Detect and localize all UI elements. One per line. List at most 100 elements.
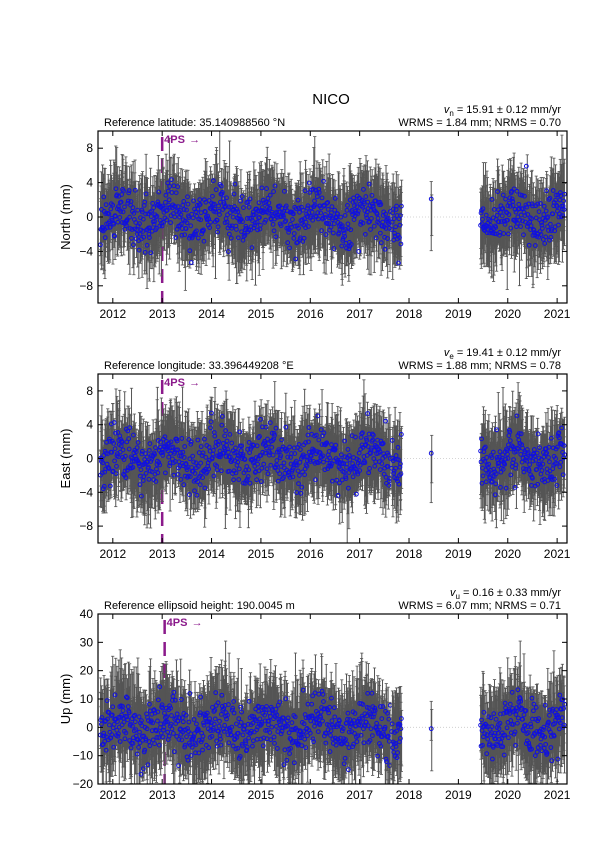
data-point [106, 211, 112, 217]
data-point [128, 199, 134, 204]
data-point [119, 192, 125, 197]
data-point [348, 242, 354, 247]
data-point [101, 194, 107, 200]
data-point [156, 189, 162, 195]
data-point [111, 221, 117, 227]
data-point [115, 204, 121, 209]
data-point [172, 214, 178, 220]
data-point [301, 235, 307, 241]
data-point [184, 207, 189, 213]
data-point [340, 237, 346, 243]
data-point [398, 213, 403, 219]
data-point [360, 220, 366, 226]
data-point [165, 180, 171, 186]
data-point [299, 217, 305, 223]
data-point [394, 203, 399, 209]
data-point [241, 233, 247, 239]
data-point [290, 217, 295, 222]
data-point [127, 214, 133, 220]
data-point [148, 214, 154, 219]
data-point [263, 217, 268, 223]
data-point [345, 202, 350, 208]
data-point [242, 232, 248, 238]
data-point [195, 206, 201, 212]
data-point [124, 217, 130, 223]
data-point [305, 203, 311, 209]
data-point [181, 198, 187, 204]
data-point [229, 225, 235, 231]
data-point [322, 212, 328, 217]
data-point [374, 211, 380, 217]
data-point [315, 210, 321, 216]
data-point [345, 221, 351, 227]
data-point [188, 223, 194, 229]
data-point [295, 197, 301, 203]
data-point [300, 207, 306, 213]
data-point [239, 194, 245, 199]
data-point [371, 223, 377, 229]
data-point [335, 211, 340, 217]
data-point [202, 209, 208, 215]
data-point [351, 195, 356, 201]
data-point [161, 219, 166, 225]
data-point [383, 211, 388, 217]
data-point [132, 187, 138, 193]
data-point [236, 213, 242, 219]
data-point [330, 230, 336, 236]
data-point [398, 241, 404, 247]
data-point [151, 205, 157, 210]
data-point [267, 205, 273, 211]
data-point [164, 207, 170, 213]
data-point [257, 215, 262, 220]
data-point [210, 178, 216, 184]
data-point [274, 209, 280, 215]
data-point [226, 249, 231, 254]
data-point [249, 245, 255, 251]
data-point [102, 235, 108, 241]
data-point [214, 217, 220, 223]
data-point [197, 197, 203, 203]
data-point [212, 206, 218, 212]
data-point [147, 225, 153, 231]
data-point [263, 199, 269, 205]
data-point [247, 196, 253, 202]
data-point [219, 189, 225, 195]
data-point [213, 187, 219, 193]
data-point [321, 178, 326, 184]
data-point [368, 207, 374, 213]
data-point [118, 209, 124, 214]
data-point [201, 238, 207, 244]
data-point [320, 215, 326, 221]
data-point [324, 200, 330, 206]
data-point [187, 248, 193, 254]
data-point [348, 227, 354, 233]
data-point [310, 217, 316, 223]
data-point [318, 210, 324, 216]
data-point [129, 235, 134, 241]
data-point [197, 202, 203, 207]
data-point [254, 219, 260, 225]
data-point [211, 201, 217, 207]
data-point [232, 181, 238, 187]
data-point [277, 203, 283, 209]
data-point [142, 249, 148, 255]
data-point [105, 210, 111, 216]
data-point [272, 183, 278, 189]
data-point [373, 235, 379, 241]
data-point [155, 201, 161, 207]
data-point [282, 219, 288, 225]
data-point [332, 195, 338, 201]
data-point [118, 199, 124, 205]
data-point [325, 200, 331, 205]
data-point [246, 227, 252, 233]
data-point [354, 204, 360, 210]
data-point [346, 246, 352, 252]
data-point [247, 215, 252, 221]
data-point [137, 221, 142, 227]
data-point [198, 217, 204, 223]
data-point [224, 195, 229, 201]
data-point [142, 199, 148, 205]
data-point [309, 209, 315, 215]
data-point [258, 222, 263, 228]
